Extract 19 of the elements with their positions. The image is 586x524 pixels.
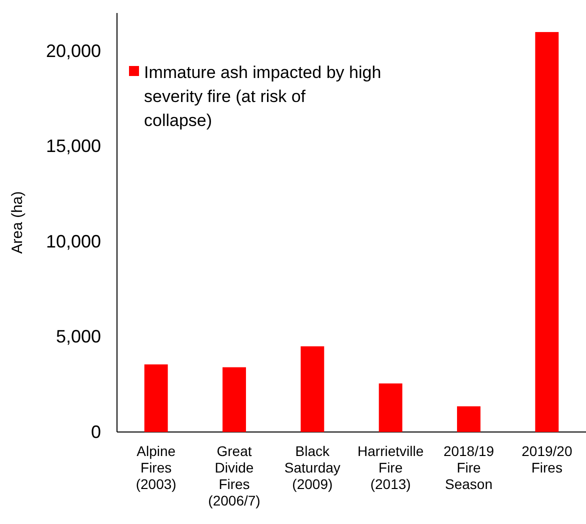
y-tick-label: 10,000 <box>46 231 101 252</box>
bar <box>144 364 168 432</box>
legend-label: Immature ash impacted by high severity fire (at risk of collapse) <box>144 63 382 130</box>
y-tick-label: 5,000 <box>56 326 101 347</box>
x-tick-label: Great Divide Fires (2006/7) <box>208 443 260 508</box>
x-tick-label: 2019/20 Fires <box>522 443 572 476</box>
x-tick-label: 2018/19 Fire Season <box>443 443 494 492</box>
y-tick-label: 0 <box>90 422 101 442</box>
x-tick-label: Black Saturday (2009) <box>284 443 340 492</box>
bar <box>457 406 480 432</box>
bar <box>222 367 246 432</box>
x-tick-label: Alpine Fires (2003) <box>136 443 176 492</box>
y-axis-title: Area (ha) <box>9 191 26 254</box>
x-tick-label: Harrietville Fire (2013) <box>358 443 424 492</box>
y-tick-label: 20,000 <box>46 40 101 61</box>
bar <box>535 32 559 432</box>
bar <box>300 346 324 432</box>
y-tick-label: 15,000 <box>46 136 101 156</box>
bar <box>378 383 402 432</box>
